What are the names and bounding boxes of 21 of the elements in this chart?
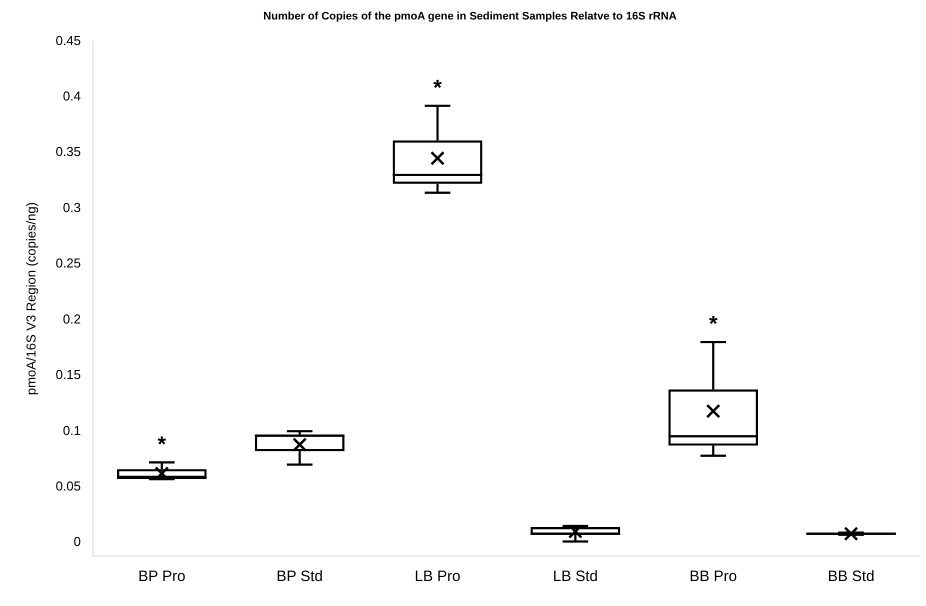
x-tick-label: LB Pro (414, 568, 460, 586)
x-tick-label: BP Pro (138, 568, 186, 586)
y-tick-label: 0.25 (56, 256, 81, 271)
y-tick-label: 0.4 (62, 88, 81, 104)
y-tick-label: 0 (74, 534, 81, 550)
x-tick-label: BP Std (276, 568, 323, 586)
annotation: * (158, 431, 167, 456)
y-tick-label: 0.3 (62, 200, 81, 215)
y-tick-label: 0.35 (56, 144, 81, 160)
annotation: * (708, 311, 718, 336)
x-tick-label: BB Std (828, 568, 874, 586)
x-tick-label: BB Pro (689, 568, 737, 586)
chart-title: Number of Copies of the pmoA gene in Sediment Samples Relatve to 16S rRNA (263, 10, 677, 23)
y-tick-label: 0.15 (56, 367, 81, 382)
y-tick-label: 0.05 (56, 478, 81, 494)
y-tick-label: 0.1 (62, 422, 81, 438)
y-tick-label: 0.45 (56, 32, 81, 48)
y-axis-title: pmoA/16S V3 Region (copies/ng) (23, 202, 38, 396)
annotation: * (433, 74, 442, 100)
x-tick-label: LB Std (552, 568, 598, 586)
y-tick-label: 0.2 (62, 311, 81, 326)
